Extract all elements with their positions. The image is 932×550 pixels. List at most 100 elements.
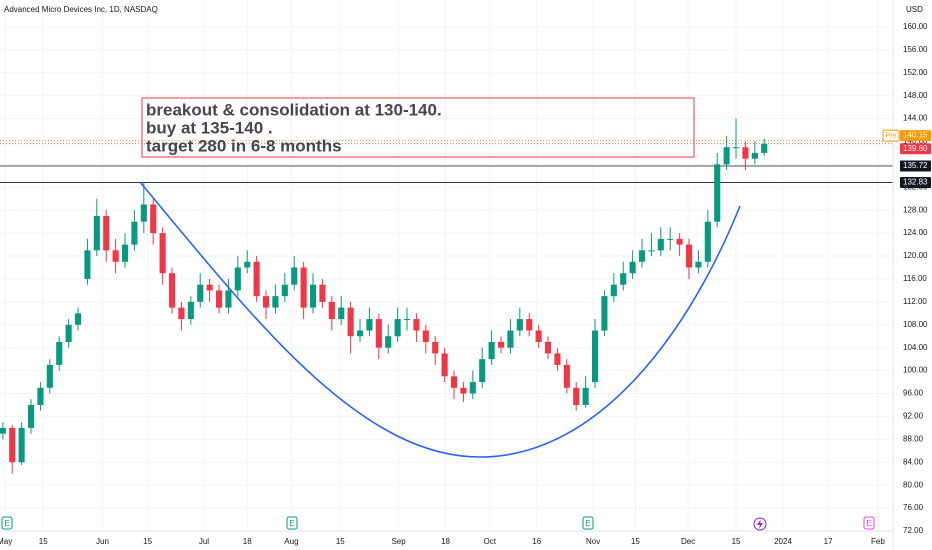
candle-body xyxy=(178,307,185,320)
candle-body xyxy=(657,238,664,251)
candle-body xyxy=(629,261,636,274)
chart-title: Advanced Micro Devices Inc, 1D, NASDAQ xyxy=(4,5,158,14)
price-label-box xyxy=(900,130,931,142)
event-badge[interactable] xyxy=(582,516,594,530)
candle-body xyxy=(262,296,270,308)
candle-body xyxy=(479,359,486,383)
candle-body xyxy=(65,324,72,342)
candle-body xyxy=(460,387,467,394)
y-tick-label: 156.00 xyxy=(903,45,928,54)
price-label: 139.60 xyxy=(903,144,928,153)
candle-body xyxy=(526,319,533,331)
candle-body xyxy=(197,284,204,302)
candle-body xyxy=(159,233,166,274)
event-badge[interactable] xyxy=(286,516,298,530)
annotation-box xyxy=(141,97,695,158)
event-badge[interactable] xyxy=(1,516,13,530)
candle-body xyxy=(168,273,176,308)
candle-body xyxy=(422,330,429,342)
y-tick-label: 80.00 xyxy=(903,480,924,489)
price-label-box xyxy=(900,177,931,189)
x-tick-label: Nov xyxy=(586,537,600,546)
event-icon[interactable]: E xyxy=(582,516,594,530)
event-label[interactable]: E xyxy=(4,519,9,528)
candle-body xyxy=(610,284,617,297)
candle-body xyxy=(469,382,476,394)
candle-body xyxy=(563,364,570,388)
candle-body xyxy=(253,261,260,297)
candle-body xyxy=(403,319,411,321)
y-tick-label: 96.00 xyxy=(903,389,924,398)
y-tick-label: 124.00 xyxy=(903,228,928,237)
candle-body xyxy=(244,261,251,268)
x-tick-label: 18 xyxy=(441,537,450,546)
price-tag: Pre xyxy=(886,132,897,139)
y-tick-label: 88.00 xyxy=(903,434,924,443)
candle-body xyxy=(535,330,542,342)
candle-body xyxy=(450,376,458,388)
candle-body xyxy=(432,341,439,354)
candle-body xyxy=(620,273,627,285)
x-tick-label: 2024 xyxy=(774,537,792,546)
candle-body xyxy=(695,261,702,268)
x-tick-label: Oct xyxy=(484,537,497,546)
x-tick-label: 15 xyxy=(732,537,741,546)
candle-body xyxy=(347,307,354,337)
annotation-line: breakout & consolidation at 130-140. xyxy=(146,100,442,119)
x-tick-label: Aug xyxy=(284,537,298,546)
event-icon[interactable]: E xyxy=(286,516,298,530)
candle-body xyxy=(27,404,35,428)
candle-body xyxy=(225,290,232,308)
candle-body xyxy=(375,319,382,348)
x-tick-label: 15 xyxy=(336,537,345,546)
candle-body xyxy=(328,301,335,320)
candle-body xyxy=(93,215,100,251)
candle-body xyxy=(441,353,448,377)
event-badge[interactable] xyxy=(863,516,875,530)
y-tick-label: 72.00 xyxy=(903,526,924,535)
candle-body xyxy=(761,143,768,153)
candle-body xyxy=(140,204,147,222)
candle-body xyxy=(394,319,401,337)
x-tick-label: Jun xyxy=(96,537,109,546)
candle-body xyxy=(582,387,589,405)
candle-body xyxy=(56,341,63,365)
candle-body xyxy=(272,296,279,308)
candle-body xyxy=(9,427,16,463)
y-tick-label: 92.00 xyxy=(903,412,924,421)
x-tick-label: Feb xyxy=(871,537,885,546)
candle-body xyxy=(638,250,646,262)
candle-body xyxy=(74,313,82,325)
candle-body xyxy=(554,353,561,365)
y-tick-label: 144.00 xyxy=(903,114,928,123)
candle-body xyxy=(46,364,53,388)
y-tick-label: 76.00 xyxy=(903,503,924,512)
grid xyxy=(0,0,893,532)
event-label[interactable]: E xyxy=(289,519,294,528)
candle-body xyxy=(356,330,364,337)
event-label[interactable]: E xyxy=(585,519,590,528)
candle-body xyxy=(150,204,157,234)
candle-body xyxy=(648,250,655,252)
event-label[interactable]: E xyxy=(866,519,871,528)
y-tick-label: 112.00 xyxy=(903,297,927,306)
annotation-line: buy at 135-140 . xyxy=(146,118,273,137)
candle-body xyxy=(516,319,523,331)
candle-body xyxy=(732,147,740,149)
candle-body xyxy=(676,238,683,245)
candle-body xyxy=(497,341,505,348)
candle-body xyxy=(309,284,317,308)
candles xyxy=(0,118,768,474)
event-icon[interactable]: E xyxy=(863,516,875,530)
y-tick-label: 120.00 xyxy=(903,251,928,260)
candle-body xyxy=(319,284,326,302)
event-icon[interactable]: E xyxy=(1,516,13,530)
candle-body xyxy=(18,427,25,463)
x-tick-label: 15 xyxy=(631,537,640,546)
y-tick-label: 84.00 xyxy=(903,457,924,466)
y-tick-label: 104.00 xyxy=(903,343,928,352)
candle-body xyxy=(413,319,420,331)
candle-body xyxy=(187,301,194,320)
